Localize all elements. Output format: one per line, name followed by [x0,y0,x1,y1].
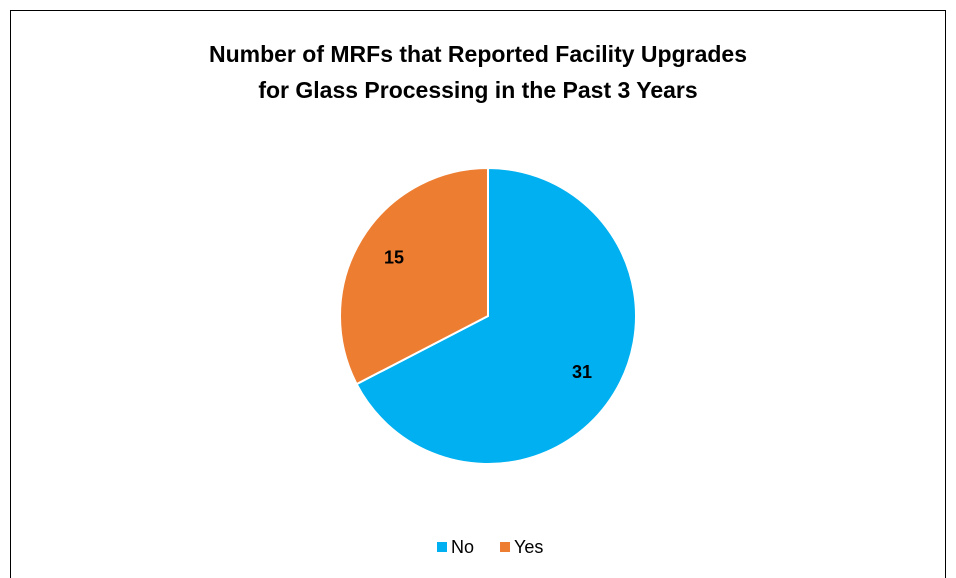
legend-swatch [500,542,511,552]
chart-title: for Glass Processing in the Past 3 Years [258,77,697,103]
legend-swatch [437,542,447,552]
data-label: 15 [384,248,404,268]
chart-title: Number of MRFs that Reported Facility Up… [209,41,747,67]
data-label: 31 [572,362,592,382]
legend-label: Yes [514,537,543,557]
legend-label: No [451,537,474,557]
pie-slice [355,166,637,465]
chart-border [10,10,946,578]
pie-slice [339,166,489,386]
